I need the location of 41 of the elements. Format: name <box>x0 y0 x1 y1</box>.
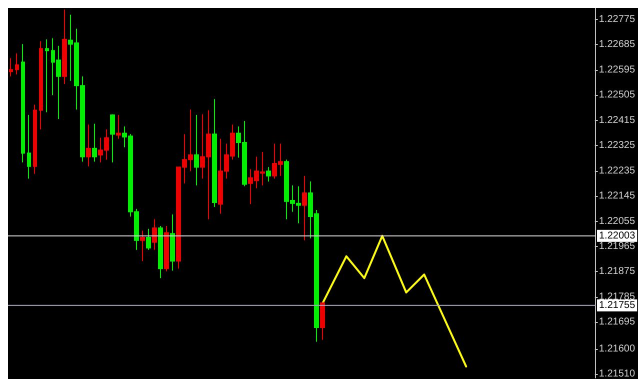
candlestick <box>15 52 19 75</box>
y-tick-label: 1.22325 <box>598 140 636 152</box>
candlestick <box>9 58 13 77</box>
candlestick <box>320 302 325 340</box>
candlestick <box>194 114 199 186</box>
candlestick <box>302 175 307 241</box>
candlestick <box>212 98 217 208</box>
y-tick-label: 1.22235 <box>598 165 636 176</box>
candlestick <box>140 230 145 262</box>
candlestick <box>152 218 157 250</box>
candlestick <box>158 226 163 279</box>
candlestick <box>33 104 37 174</box>
candlestick <box>62 9 67 84</box>
y-tick-label: 1.22145 <box>598 190 636 202</box>
candlestick <box>45 38 49 113</box>
ref-line-label: 1.21755 <box>599 300 636 311</box>
candlestick <box>116 114 121 140</box>
candlestick <box>39 40 43 130</box>
line-series <box>321 234 468 368</box>
ref-line-label: 1.22003 <box>599 230 636 242</box>
candlestick <box>164 226 169 272</box>
y-tick-label: 1.21785 <box>598 291 636 302</box>
y-tick-label: 1.21965 <box>598 240 636 252</box>
candlestick <box>86 124 91 167</box>
y-tick-label: 1.21695 <box>598 316 636 328</box>
y-tick-label: 1.22685 <box>598 39 636 50</box>
y-tick-label: 1.22595 <box>598 64 636 76</box>
y-tick-label: 1.22415 <box>598 114 636 126</box>
y-tick-label: 1.22775 <box>598 14 636 25</box>
candlestick <box>21 44 25 163</box>
candlestick <box>170 214 175 272</box>
candlestick <box>266 166 271 182</box>
y-tick-label: 1.21600 <box>598 343 636 354</box>
candlestick <box>110 114 115 163</box>
candlestick <box>92 123 97 162</box>
y-tick-label: 1.22505 <box>598 90 636 101</box>
candlestick <box>27 114 31 180</box>
candlestick <box>146 228 151 250</box>
y-tick-label: 1.21875 <box>598 266 636 278</box>
y-tick-label: 1.22055 <box>598 216 636 227</box>
y-tick-label: 1.21510 <box>598 368 636 380</box>
